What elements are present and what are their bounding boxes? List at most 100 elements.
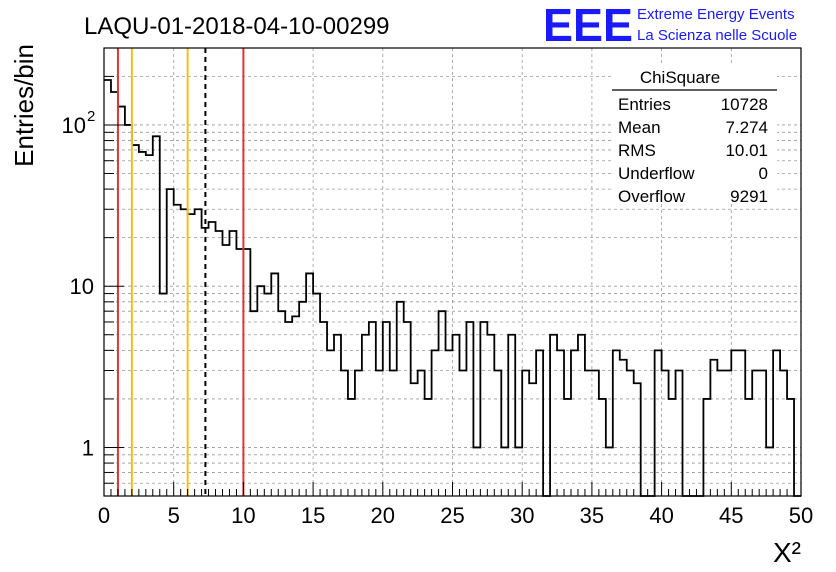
y-tick-label: 10 xyxy=(70,274,94,299)
histogram-bin xyxy=(487,335,494,496)
histogram-bin xyxy=(264,294,271,496)
histogram-bin xyxy=(348,399,355,496)
stats-box: ChiSquare Entries 10728 Mean 7.274 RMS 10.01 U… xyxy=(612,64,777,206)
x-tick-label: 45 xyxy=(719,503,743,528)
histogram-bin xyxy=(369,322,376,496)
histogram-bin xyxy=(341,371,348,496)
histogram-bin xyxy=(453,335,460,496)
histogram-bin xyxy=(459,371,466,496)
eee-logo: EEE Extreme Energy Events La Scienza nel… xyxy=(543,0,797,51)
histogram-bin xyxy=(515,447,522,496)
histogram-bin xyxy=(167,189,174,496)
histogram-bin xyxy=(703,399,710,496)
histogram-bin xyxy=(209,222,216,496)
histogram-bin xyxy=(599,399,606,496)
x-tick-label: 0 xyxy=(98,503,110,528)
histogram-bin xyxy=(724,371,731,496)
histogram-bars xyxy=(104,79,801,497)
histogram-bin xyxy=(306,273,313,496)
histogram-bin xyxy=(592,371,599,496)
histogram-bin xyxy=(773,350,780,496)
histogram-bin xyxy=(466,322,473,496)
histogram-bin xyxy=(327,350,334,496)
histogram-bin xyxy=(132,145,139,496)
eee-logo-mark: EEE xyxy=(543,0,633,51)
histogram-bin xyxy=(216,231,223,496)
histogram-bin xyxy=(362,335,369,496)
histogram-bin xyxy=(222,245,229,496)
histogram-bin xyxy=(195,209,202,496)
histogram-bin xyxy=(313,294,320,496)
histogram-bin xyxy=(160,294,167,496)
histogram-bin xyxy=(717,371,724,496)
histogram-bin xyxy=(320,322,327,496)
histogram-bin xyxy=(229,231,236,496)
histogram-bin xyxy=(334,335,341,496)
y-tick-label: 10 xyxy=(62,113,86,138)
histogram-bin xyxy=(383,322,390,496)
eee-logo-line1: Extreme Energy Events xyxy=(637,6,795,23)
histogram-bin xyxy=(494,371,501,496)
stats-row-value: 7.274 xyxy=(725,118,768,137)
histogram-bin xyxy=(662,371,669,496)
histogram-bin xyxy=(250,311,257,496)
stats-box-title: ChiSquare xyxy=(640,68,720,87)
histogram-bin xyxy=(780,371,787,496)
y-tick-label: 1 xyxy=(82,435,94,460)
x-tick-label: 30 xyxy=(510,503,534,528)
histogram-bin xyxy=(425,399,432,496)
histogram-bin xyxy=(634,383,641,496)
histogram-bin xyxy=(676,371,683,496)
stats-rows: Entries 10728 Mean 7.274 RMS 10.01 Underflow 0 O… xyxy=(618,95,768,206)
x-axis-ticks: 0 5 10 15 20 25 30 35 40 45 50 xyxy=(98,482,813,528)
histogram-bin xyxy=(669,399,676,496)
histogram-bin xyxy=(766,447,773,496)
y-tick-label-exponent: 2 xyxy=(87,108,95,125)
x-tick-label: 35 xyxy=(580,503,604,528)
histogram-bin xyxy=(627,371,634,496)
histogram-bin xyxy=(536,350,543,496)
histogram-bin xyxy=(759,371,766,496)
histogram-bin xyxy=(564,399,571,496)
stats-row-label: Entries xyxy=(618,95,671,114)
x-tick-label: 25 xyxy=(440,503,464,528)
x-tick-label: 20 xyxy=(371,503,395,528)
histogram-bin xyxy=(181,209,188,496)
histogram-bin xyxy=(243,249,250,496)
histogram-bin xyxy=(578,335,585,496)
histogram-bin xyxy=(292,316,299,496)
histogram-bin xyxy=(529,383,536,496)
histogram-bin xyxy=(571,350,578,496)
eee-logo-line2: La Scienza nelle Scuole xyxy=(637,27,797,44)
histogram-bin xyxy=(480,322,487,496)
stats-row-label: Mean xyxy=(618,118,661,137)
histogram-bin xyxy=(139,152,146,496)
histogram-bin xyxy=(731,350,738,496)
histogram-bin xyxy=(501,447,508,496)
histogram-bin xyxy=(236,249,243,496)
histogram-step-line xyxy=(104,79,801,497)
x-tick-label: 50 xyxy=(789,503,813,528)
stats-row-label: RMS xyxy=(618,141,656,160)
histogram-bin xyxy=(397,302,404,496)
stats-row-value: 9291 xyxy=(730,187,768,206)
histogram-bin xyxy=(299,302,306,496)
histogram-bin xyxy=(473,447,480,496)
histogram-bin xyxy=(613,350,620,496)
histogram-bin xyxy=(118,107,125,496)
reference-lines xyxy=(116,48,245,496)
histogram-bin xyxy=(376,371,383,496)
histogram-bin xyxy=(557,350,564,496)
y-axis-label: Entries/bin xyxy=(9,44,39,167)
histogram-bin xyxy=(432,350,439,496)
histogram-bin xyxy=(188,214,195,496)
histogram-bin xyxy=(153,136,160,496)
stats-row-label: Overflow xyxy=(618,187,686,206)
histogram-bin xyxy=(508,335,515,496)
histogram-bin xyxy=(411,383,418,496)
histogram-bin xyxy=(125,125,132,496)
x-tick-label: 15 xyxy=(301,503,325,528)
x-tick-label: 40 xyxy=(649,503,673,528)
